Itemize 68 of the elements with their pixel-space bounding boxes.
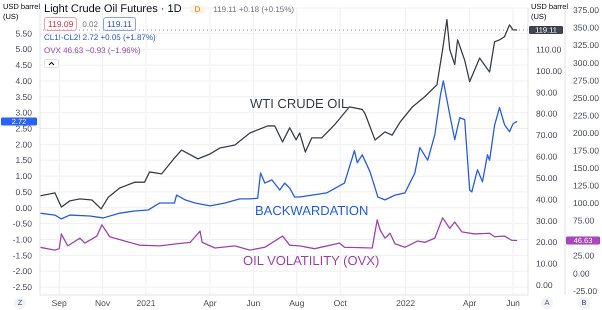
y3-tick-label: 25.00 [573,250,595,261]
y3-tick-label: 100.00 [573,198,600,208]
y-tick-label: 0.50 [15,186,32,197]
chart-title: Light Crude Oil Futures · 1D [44,3,182,15]
series-label: WTI CRUDE OIL [250,96,348,111]
y3-tick-label: -25.00 [573,286,598,296]
annotation: 0.02 [82,20,98,28]
y-tick-label: 4.00 [15,76,32,86]
y3-tick-label: 275.00 [573,75,600,86]
y-tick-label: 0.00 [15,202,32,213]
y2-tick-label: 80.00 [536,108,558,119]
y2-tick-label: 0.00 [536,280,553,290]
y3-tick-label: 175.00 [573,145,600,156]
annotation: 119.11 +0.18 (+0.15%) [213,4,294,14]
x-tick-label: Oct [334,298,348,308]
y3-tick-label: 0.00 [573,268,590,278]
y-tick-label: -2.00 [12,266,32,276]
annotation: 119.11 [102,17,136,31]
y-tick-label: 3.00 [15,108,32,118]
x-tick-label: Aug [289,298,305,308]
y-tick-label: 2.00 [15,139,32,150]
y2-tick-label: 40.00 [536,194,558,204]
y3-tick-label: 225.00 [573,110,600,120]
x-tick-label: Nov [95,298,111,308]
y3-tick-label: 350.00 [573,22,600,33]
series-label: BACKWARDATION [255,203,368,218]
y-tick-label: -2.50 [12,282,32,292]
y2-tick-label: 90.00 [536,87,558,98]
y-tick-label: 4.50 [15,60,32,70]
y2-tick-label: 10.00 [536,258,558,269]
y3-tick-label: 300.00 [573,58,600,68]
x-tick-label: 2022 [396,298,416,308]
x-tick-label: Apr [463,298,476,308]
line-series [40,80,518,220]
y-tick-label: -1.50 [12,250,32,260]
series-label: OIL VOLATILITY (OVX) [243,253,380,268]
y3-tick-label: 200.00 [573,128,600,138]
y-tick-label: -1.00 [12,234,32,245]
annotation: D [190,4,206,14]
y-tick-label: 1.00 [15,171,32,182]
annotation: CL1!-CL2! 2.72 +0.05 (+1.87%) [44,33,156,42]
x-tick-label: Sep [52,298,68,308]
y2-tick-label: 20.00 [536,237,558,248]
y-tick-label: 2.50 [15,124,32,134]
y3-tick-label: 375.00 [573,5,600,16]
y2-tick-label: 50.00 [536,172,558,183]
y3-tick-label: 75.00 [573,216,595,226]
y2-tick-label: 60.00 [536,152,558,162]
y-tick-label: -0.50 [12,218,32,229]
y3-tick-label: 125.00 [573,180,600,191]
x-tick-label: Apr [203,298,217,308]
annotation: 119.09 [44,17,78,31]
y3-tick-label: 250.00 [573,92,600,103]
y2-tick-label: 100.00 [536,66,562,76]
y3-tick-label: 150.00 [573,163,600,174]
y-tick-label: 1.50 [15,155,32,166]
y2-tick-label: 70.00 [536,130,558,140]
y-tick-label: 5.00 [15,44,32,54]
line-series [40,217,518,251]
y2-tick-label: 30.00 [536,216,558,226]
y-tick-label: 5.50 [15,28,32,38]
y3-tick-label: 325.00 [573,40,600,50]
y-tick-label: 3.50 [15,92,32,102]
x-tick-label: 2021 [136,298,156,308]
x-tick-label: Jun [506,298,520,308]
annotation: OVX 46.63 −0.93 (−1.96%) [44,46,141,55]
x-tick-label: Jun [246,298,261,308]
y2-tick-label: 110.00 [536,44,562,55]
